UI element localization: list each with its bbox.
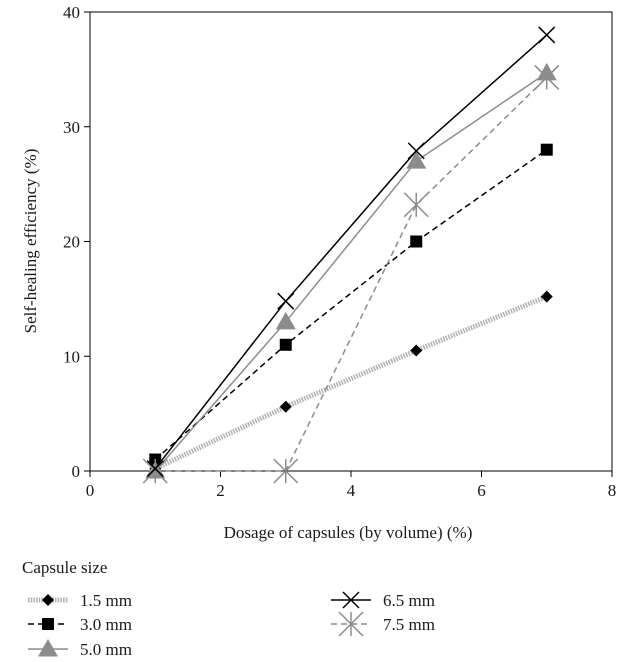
legend-label: 5.0 mm: [80, 640, 132, 659]
series-line: [154, 149, 548, 461]
data-point: [279, 400, 292, 413]
data-point: [410, 235, 423, 248]
x-marker-stroke: [146, 460, 164, 478]
x-marker-stroke: [342, 591, 360, 609]
legend-marker: [38, 639, 58, 657]
y-tick-label: 40: [63, 3, 80, 22]
data-point: [406, 151, 427, 169]
data-point: [275, 311, 296, 330]
legend-item: 5.0 mm: [28, 639, 132, 659]
x-tick-label: 4: [347, 481, 356, 500]
x-tick-label: 2: [216, 481, 225, 500]
series-line: [154, 72, 548, 472]
legend-label: 1.5 mm: [80, 591, 132, 610]
series-layer: [142, 26, 560, 484]
series-line: [154, 34, 548, 470]
data-point: [273, 458, 299, 484]
y-tick-label: 0: [72, 462, 81, 481]
series-0: [149, 290, 553, 475]
data-point: [407, 142, 425, 160]
square-marker-shape: [279, 338, 292, 351]
series-2: [145, 62, 557, 479]
legend-marker: [42, 618, 54, 630]
axes: 0 2 4 6 8 0 10 20 30 40: [63, 3, 616, 500]
legend-marker: [338, 611, 364, 637]
legend-item: 1.5 mm: [28, 591, 132, 610]
legend: Capsule size 1.5 mm 3.0 mm 5.0 mm 6.5 mm 7.5…: [22, 558, 435, 659]
x-marker-stroke: [538, 26, 556, 44]
x-tick-label: 8: [608, 481, 617, 500]
x-axis-label: Dosage of capsules (by volume) (%): [224, 523, 473, 542]
series-1: [149, 143, 553, 466]
legend-item: 3.0 mm: [28, 615, 132, 634]
x-marker-stroke: [277, 292, 295, 310]
diamond-marker-shape: [42, 594, 54, 606]
y-tick-label: 30: [63, 118, 80, 137]
legend-title: Capsule size: [22, 558, 107, 577]
diamond-marker-shape: [410, 344, 423, 357]
square-marker-shape: [410, 235, 423, 248]
triangle-marker-shape: [406, 151, 427, 169]
x-tick-label: 6: [477, 481, 486, 500]
legend-item: 7.5 mm: [331, 611, 435, 637]
triangle-marker-shape: [38, 639, 58, 657]
data-point: [279, 338, 292, 351]
x-marker-stroke: [407, 142, 425, 160]
y-tick-label: 10: [63, 347, 80, 366]
legend-label: 6.5 mm: [383, 591, 435, 610]
data-point: [146, 460, 164, 478]
series-line: [155, 76, 548, 472]
diamond-marker-shape: [279, 400, 292, 413]
square-marker-shape: [42, 618, 54, 630]
data-point: [540, 143, 553, 156]
legend-marker: [342, 591, 360, 609]
data-point: [410, 344, 423, 357]
y-axis-label: Self-healing efficiency (%): [21, 149, 40, 334]
data-point: [538, 26, 556, 44]
series-4: [142, 64, 560, 484]
triangle-marker-shape: [536, 62, 557, 81]
data-point: [540, 290, 553, 303]
legend-label: 3.0 mm: [80, 615, 132, 634]
data-point: [277, 292, 295, 310]
series-line: [154, 294, 548, 471]
x-tick-label: 0: [86, 481, 95, 500]
legend-item: 6.5 mm: [331, 591, 435, 610]
y-tick-label: 20: [63, 233, 80, 252]
series-3: [146, 26, 556, 478]
triangle-marker-shape: [275, 311, 296, 330]
diamond-marker-shape: [540, 290, 553, 303]
data-point: [403, 192, 429, 218]
legend-marker: [42, 594, 54, 606]
legend-label: 7.5 mm: [383, 615, 435, 634]
square-marker-shape: [540, 143, 553, 156]
data-point: [536, 62, 557, 81]
